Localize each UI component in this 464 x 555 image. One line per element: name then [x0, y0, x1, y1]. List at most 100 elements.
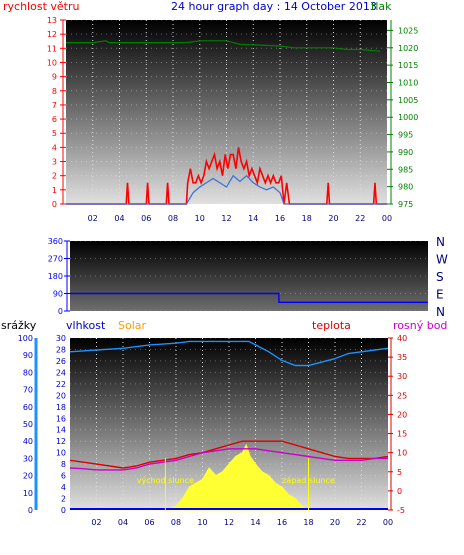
wind-panel-grid: [66, 19, 387, 205]
temperature-line: [69, 440, 389, 469]
humidity-tick-label: 26: [56, 357, 66, 366]
pressure-tick-label: 990: [398, 148, 413, 157]
direction-tick-label: 90: [53, 290, 63, 299]
pressure-tick-label: 985: [398, 165, 413, 174]
time-tick-label: 20: [328, 214, 338, 223]
wind-speed-tick-label: 5: [52, 129, 57, 138]
temperature-tick-label: 25: [397, 391, 407, 400]
direction-tick-label: 180: [48, 272, 63, 281]
sun-annotations: východ slunce západ slunce: [137, 458, 335, 510]
humidity-panel-grid: [70, 337, 388, 511]
rain-tick-label: 90: [23, 351, 33, 360]
humidity-tick-label: 28: [56, 345, 66, 354]
temperature-tick-label: -5: [397, 506, 405, 515]
wind-speed-tick-label: 0: [52, 200, 57, 209]
time-tick-label: 18: [302, 214, 312, 223]
pressure-axis-title: tlak: [371, 0, 392, 13]
direction-tick-label: 0: [58, 307, 63, 316]
humidity-tick-label: 22: [56, 380, 66, 389]
time-tick-label: 16: [277, 518, 287, 527]
time-tick-label: 08: [171, 518, 181, 527]
wind-speed-tick-label: 11: [47, 44, 57, 53]
temperature-axis-title: teplota: [312, 319, 351, 332]
direction-tick-label: 360: [48, 237, 63, 246]
time-tick-label: 10: [195, 214, 205, 223]
humidity-tick-label: 24: [56, 368, 66, 377]
temperature-tick-label: 10: [397, 449, 407, 458]
humidity-tick-label: 8: [61, 460, 66, 469]
humidity-tick-label: 14: [56, 426, 66, 435]
rain-axis-title: srážky: [1, 319, 37, 332]
humidity-tick-label: 12: [56, 437, 66, 446]
rain-tick-label: 80: [23, 368, 33, 377]
sunrise-label: východ slunce: [137, 476, 194, 485]
humidity-line: [69, 340, 389, 367]
compass-label: E: [436, 288, 444, 302]
pressure-tick-label: 1025: [398, 26, 418, 35]
time-tick-label: 12: [221, 214, 231, 223]
humidity-tick-label: 2: [61, 495, 66, 504]
direction-axis: 0 90 180 270 360: [48, 237, 70, 316]
rain-tick-label: 0: [28, 506, 33, 515]
time-tick-label: 14: [248, 214, 258, 223]
pressure-line: [66, 40, 381, 52]
temperature-tick-label: 0: [397, 487, 402, 496]
humidity-tick-label: 30: [56, 334, 66, 343]
dewpoint-axis-title: rosný bod: [393, 319, 447, 332]
temperature-tick-label: 5: [397, 468, 402, 477]
time-tick-label: 06: [141, 214, 151, 223]
direction-panel-series: [70, 292, 428, 303]
wind-speed-tick-label: 9: [52, 73, 57, 82]
time-tick-label: 04: [118, 518, 128, 527]
temperature-tick-label: 15: [397, 430, 407, 439]
compass-label: N: [436, 305, 445, 319]
pressure-tick-label: 995: [398, 131, 413, 140]
temperature-tick-label: 35: [397, 353, 407, 362]
temperature-tick-label: 40: [397, 334, 407, 343]
solar-axis-title: Solar: [118, 319, 147, 332]
rain-tick-label: 20: [23, 472, 33, 481]
humidity-rain-axes: 0102030405060708090100024681012141618202…: [18, 334, 66, 515]
gust_avg-line: [66, 174, 387, 205]
wind-speed-tick-label: 13: [47, 16, 57, 25]
pressure-tick-label: 1020: [398, 44, 418, 53]
pressure-tick-label: 980: [398, 183, 413, 192]
rain-tick-label: 40: [23, 437, 33, 446]
temperature-tick-label: 20: [397, 410, 407, 419]
time-tick-label: 14: [250, 518, 260, 527]
wind-panel-series: [66, 40, 387, 205]
rain-tick-label: 60: [23, 403, 33, 412]
wind-speed-tick-label: 7: [52, 101, 57, 110]
time-tick-label: 10: [197, 518, 207, 527]
dewpoint-line: [69, 448, 388, 471]
rain-tick-label: 70: [23, 386, 33, 395]
rain-tick-label: 100: [18, 334, 33, 343]
humidity-tick-label: 18: [56, 403, 66, 412]
compass-label: W: [436, 253, 448, 267]
wind-speed-tick-label: 4: [52, 143, 57, 152]
time-tick-label: 04: [114, 214, 124, 223]
chart-title: 24 hour graph day : 14 October 2013: [171, 0, 377, 13]
time-tick-label: 20: [330, 518, 340, 527]
wind-panel-time-axis: 02 04 06 08 10 12 14 16 18 20 22 00: [88, 214, 392, 223]
direction-tick-label: 270: [48, 255, 63, 264]
time-tick-label: 00: [382, 214, 392, 223]
humidity-tick-label: 4: [61, 483, 66, 492]
wind-speed-tick-label: 8: [52, 87, 57, 96]
time-tick-label: 22: [355, 214, 365, 223]
rain-tick-label: 30: [23, 454, 33, 463]
wind-speed-tick-label: 12: [47, 30, 57, 39]
time-tick-label: 12: [224, 518, 234, 527]
time-tick-label: 00: [383, 518, 393, 527]
time-tick-label: 02: [91, 518, 101, 527]
temperature-axis: -5 0 5 10 15 20 25 30 35 40: [388, 334, 407, 515]
wind-speed-tick-label: 1: [52, 186, 57, 195]
time-tick-label: 06: [144, 518, 154, 527]
compass-label: S: [436, 270, 444, 284]
wind-speed-tick-label: 3: [52, 158, 57, 167]
humidity-panel-time-axis: 02 04 06 08 10 12 14 16 18 20 22 00: [91, 518, 393, 527]
humidity-tick-label: 16: [56, 414, 66, 423]
pressure-tick-label: 1000: [398, 113, 418, 122]
